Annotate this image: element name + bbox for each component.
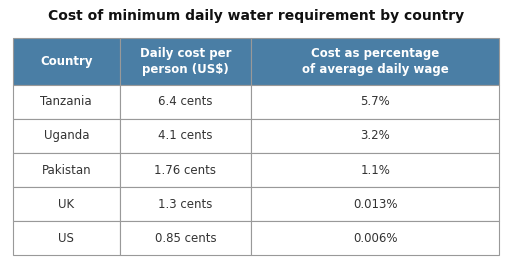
Text: 1.1%: 1.1% (360, 163, 390, 177)
Text: 0.013%: 0.013% (353, 198, 397, 211)
Bar (13, 38, 120, 85)
Text: 0.006%: 0.006% (353, 232, 397, 245)
Bar (120, 221, 251, 255)
Text: Daily cost per
person (US$): Daily cost per person (US$) (140, 47, 231, 76)
Bar (251, 85, 499, 119)
Bar (251, 221, 499, 255)
Bar (251, 153, 499, 187)
Bar (251, 119, 499, 153)
Text: 5.7%: 5.7% (360, 95, 390, 108)
Text: UK: UK (58, 198, 74, 211)
Text: Uganda: Uganda (44, 129, 89, 143)
Text: Country: Country (40, 55, 93, 68)
Text: Pakistan: Pakistan (41, 163, 91, 177)
Text: 0.85 cents: 0.85 cents (155, 232, 216, 245)
Text: 6.4 cents: 6.4 cents (158, 95, 212, 108)
Text: US: US (58, 232, 74, 245)
Text: Tanzania: Tanzania (40, 95, 92, 108)
Bar (251, 38, 499, 85)
Text: 1.3 cents: 1.3 cents (158, 198, 212, 211)
Bar (120, 38, 251, 85)
Text: 4.1 cents: 4.1 cents (158, 129, 212, 143)
Bar (251, 187, 499, 221)
Bar (13, 187, 120, 221)
Text: 1.76 cents: 1.76 cents (155, 163, 217, 177)
Bar (13, 221, 120, 255)
Text: Cost as percentage
of average daily wage: Cost as percentage of average daily wage (302, 47, 449, 76)
Bar (120, 119, 251, 153)
Text: 3.2%: 3.2% (360, 129, 390, 143)
Bar (120, 187, 251, 221)
Bar (13, 85, 120, 119)
Bar (13, 153, 120, 187)
Bar (120, 153, 251, 187)
Bar (13, 119, 120, 153)
Bar (120, 85, 251, 119)
Text: Cost of minimum daily water requirement by country: Cost of minimum daily water requirement … (48, 9, 464, 23)
